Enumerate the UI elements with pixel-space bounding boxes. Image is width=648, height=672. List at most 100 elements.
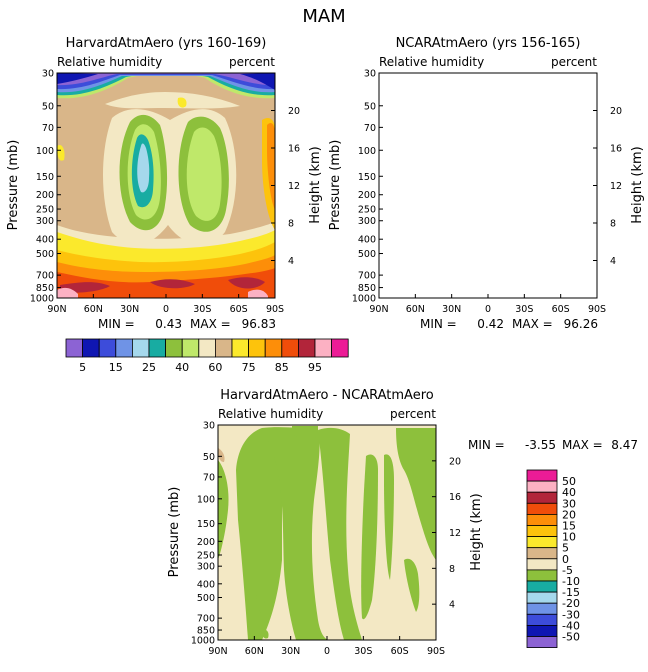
left-subtitle: Relative humidity: [379, 55, 484, 69]
y-tick-label: 400: [36, 235, 54, 246]
right-subtitle: percent: [551, 55, 597, 69]
y-tick-label: 100: [358, 146, 376, 157]
panel-harvard: HarvardAtmAero (yrs 160-169) Relative hu…: [6, 36, 323, 331]
colorbar-swatch: [526, 547, 558, 560]
left-subtitle: Relative humidity: [57, 55, 162, 69]
x-tick-label: 60S: [391, 646, 409, 657]
x-tick-label: 90N: [47, 304, 66, 315]
colorbar-label: 15: [109, 361, 123, 374]
max-value: 8.47: [611, 438, 638, 452]
colorbar-label: -5: [562, 564, 573, 577]
y-tick-label: 200: [36, 190, 54, 201]
colorbar-label: 0: [562, 553, 569, 566]
colorbar-label: 40: [175, 361, 189, 374]
y-tick-label: 200: [197, 537, 215, 548]
colorbar-swatch: [526, 536, 558, 549]
colorbar-label: 95: [308, 361, 322, 374]
right-subtitle: percent: [390, 407, 436, 421]
x-tick-label: 0: [163, 304, 169, 315]
x-tick-label: 30S: [515, 304, 533, 315]
max-label: MAX =: [562, 438, 603, 452]
colorbar-swatch: [526, 625, 558, 637]
y-tick-label: 150: [36, 172, 54, 183]
colorbar-label: -10: [562, 575, 580, 588]
y-right-tick-label: 4: [610, 256, 616, 267]
y-tick-label: 500: [36, 249, 54, 260]
x-tick-label: 30S: [354, 646, 372, 657]
page-title: MAM: [302, 6, 345, 27]
colorbar-swatch: [131, 338, 150, 358]
max-value: 96.83: [242, 317, 276, 331]
min-label: MIN =: [98, 317, 135, 331]
colorbar-label: 30: [562, 497, 576, 510]
y-right-tick-label: 12: [449, 528, 461, 539]
colorbar-swatch: [248, 338, 266, 358]
panel-title: NCARAtmAero (yrs 156-165): [396, 36, 581, 51]
colorbar-swatch: [331, 338, 349, 358]
colorbar-swatch: [214, 338, 233, 358]
colorbar-horizontal: 5 15 25 40 60 75 85 95: [65, 338, 349, 374]
colorbar-swatch: [148, 338, 167, 358]
y-tick-label: 300: [36, 216, 54, 227]
x-tick-label: 60S: [552, 304, 570, 315]
y-tick-label: 1000: [352, 294, 376, 305]
x-tick-label: 60N: [406, 304, 425, 315]
y-axis-right: 4 8 12 16 20: [593, 106, 622, 267]
colorbar-label: 85: [275, 361, 289, 374]
y-tick-label: 850: [358, 283, 376, 294]
min-value: -3.55: [525, 438, 556, 452]
y-tick-label: 500: [197, 593, 215, 604]
colorbar-swatch: [526, 525, 558, 538]
colorbar-swatch: [231, 338, 250, 358]
x-axis: 90N 60N 30N 0 30S 60S 90S: [369, 294, 606, 315]
y-right-tick-label: 4: [449, 600, 455, 611]
y-tick-label: 100: [36, 146, 54, 157]
y-right-tick-label: 8: [449, 564, 455, 575]
colorbar-label: -15: [562, 586, 580, 599]
y-tick-label: 850: [197, 626, 215, 637]
contour-fill: [379, 73, 597, 298]
y-axis-right-label: Height (km): [630, 146, 645, 223]
colorbar-swatch: [526, 636, 558, 649]
y-axis-label: Pressure (mb): [167, 487, 182, 578]
y-tick-label: 70: [42, 123, 54, 134]
panel-ncar: NCARAtmAero (yrs 156-165) Relative humid…: [328, 36, 645, 331]
y-tick-label: 70: [203, 472, 215, 483]
min-value: 0.42: [477, 317, 504, 331]
colorbar-swatch: [526, 580, 558, 593]
plot-frame: [378, 72, 598, 299]
y-tick-label: 400: [197, 579, 215, 590]
y-tick-label: 500: [358, 249, 376, 260]
x-tick-label: 90S: [427, 646, 445, 657]
y-tick-label: 70: [364, 123, 376, 134]
colorbar-label: 40: [562, 486, 576, 499]
colorbar-label: 25: [142, 361, 156, 374]
colorbar-label: -50: [562, 631, 580, 644]
y-tick-label: 300: [197, 562, 215, 573]
max-value: 96.26: [564, 317, 598, 331]
colorbar-label: -20: [562, 597, 580, 610]
colorbar-swatch: [281, 338, 299, 358]
y-tick-label: 700: [358, 271, 376, 282]
colorbar-swatch: [98, 338, 117, 358]
left-subtitle: Relative humidity: [218, 407, 323, 421]
y-axis-label: Pressure (mb): [6, 140, 21, 231]
y-tick-label: 850: [36, 283, 54, 294]
y-axis-right-label: Height (km): [308, 146, 323, 223]
colorbar-swatch: [65, 338, 84, 358]
min-label: MIN =: [420, 317, 457, 331]
y-tick-label: 50: [364, 101, 376, 112]
x-axis: 90N 60N 30N 0 30S 60S 90S: [47, 294, 284, 315]
x-tick-label: 90N: [208, 646, 227, 657]
y-axis-right-label: Height (km): [469, 493, 484, 570]
x-tick-label: 0: [324, 646, 330, 657]
y-right-tick-label: 20: [610, 106, 622, 117]
y-right-tick-label: 16: [288, 144, 300, 155]
y-tick-label: 50: [203, 452, 215, 463]
colorbar-swatch: [526, 469, 558, 482]
x-tick-label: 90S: [266, 304, 284, 315]
right-subtitle: percent: [229, 55, 275, 69]
